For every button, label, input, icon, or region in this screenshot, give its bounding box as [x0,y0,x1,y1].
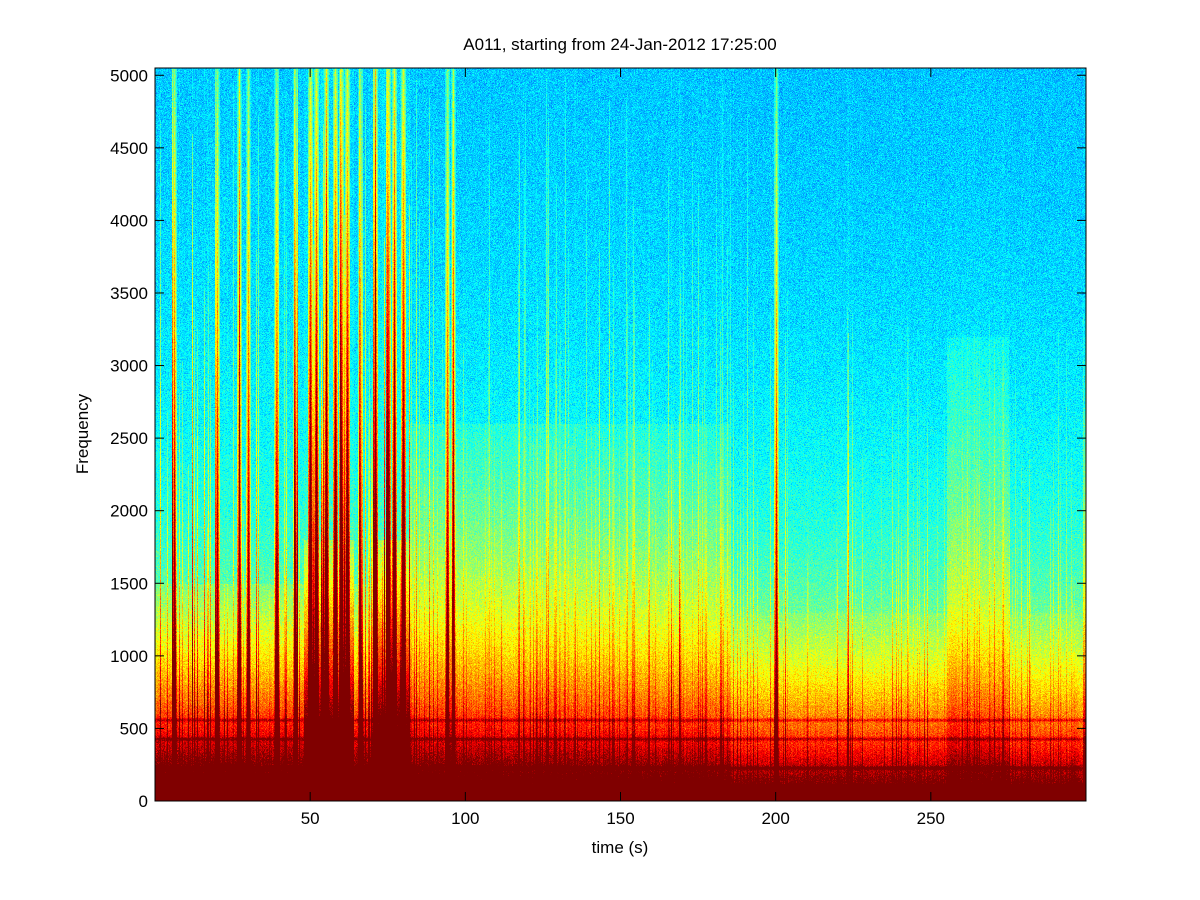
y-tick-label: 1000 [110,647,148,666]
y-tick-label: 4500 [110,139,148,158]
x-axis: 50 100 150 200 250 [301,68,945,828]
y-tick-label: 2000 [110,502,148,521]
x-tick-label: 50 [301,809,320,828]
x-tick-label: 150 [606,809,634,828]
x-tick-label: 200 [761,809,789,828]
x-axis-label: time (s) [592,838,649,857]
y-tick-label: 500 [120,719,148,738]
plot-frame [154,67,1087,802]
y-tick-label: 3000 [110,357,148,376]
y-tick-label: 5000 [110,66,148,85]
x-tick-label: 250 [917,809,945,828]
x-tick-label: 100 [451,809,479,828]
y-axis: 0 500 1000 1500 2000 2500 3000 3500 4000 4500 5000 [110,66,1086,811]
y-tick-label: 3500 [110,284,148,303]
y-axis-label: Frequency [73,393,92,474]
y-tick-label: 1500 [110,574,148,593]
chart-title: A011, starting from 24-Jan-2012 17:25:00 [463,35,776,54]
spectrogram-image [155,68,1086,801]
y-tick-label: 4000 [110,211,148,230]
y-tick-label: 2500 [110,429,148,448]
y-tick-label: 0 [139,792,148,811]
